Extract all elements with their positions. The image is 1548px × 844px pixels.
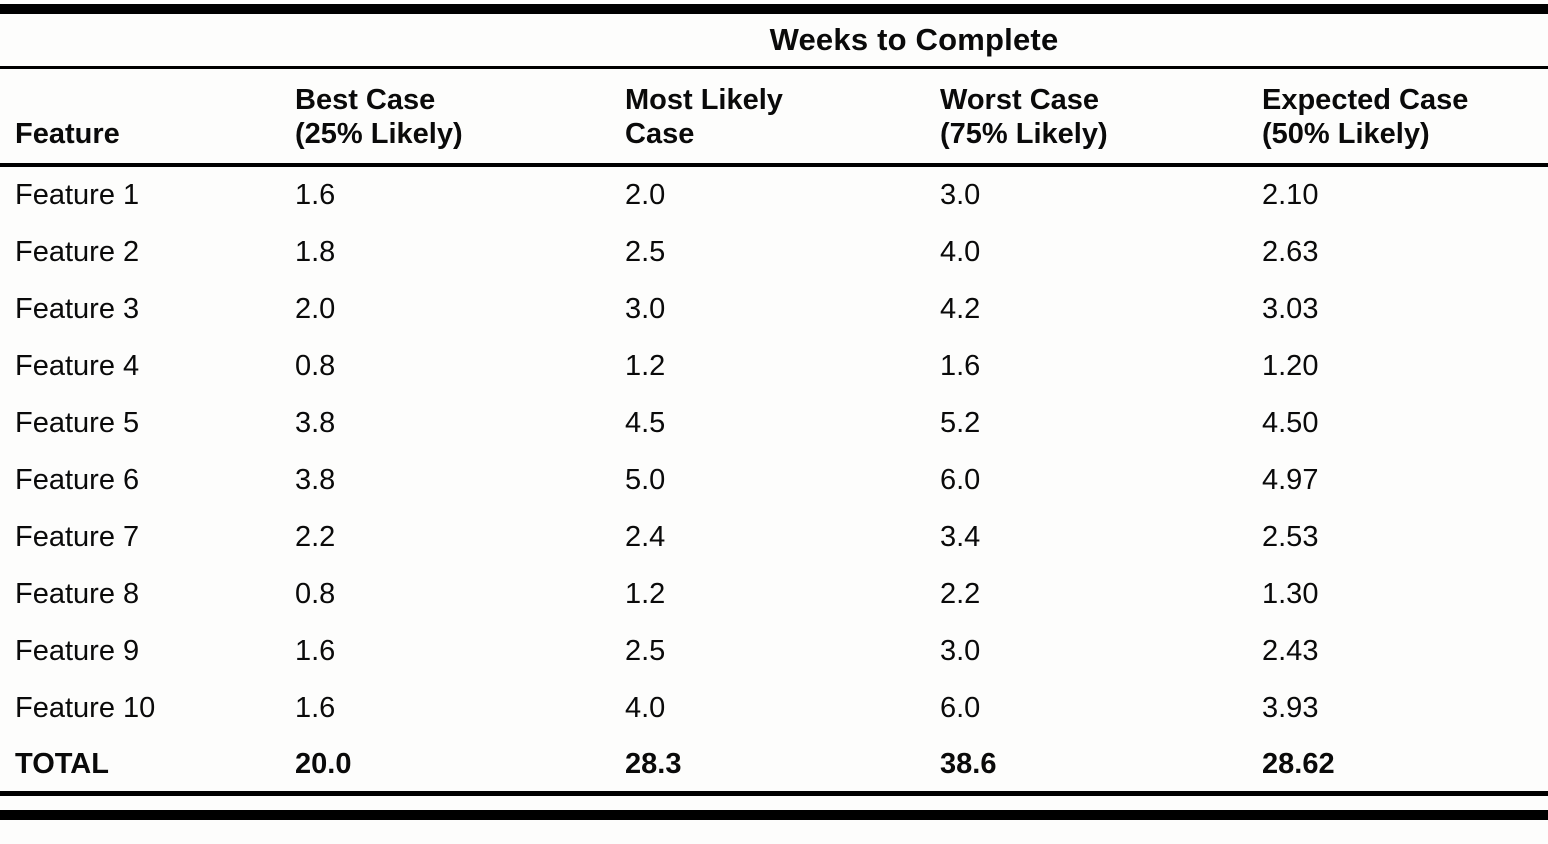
table-row: Feature 9 1.6 2.5 3.0 2.43 bbox=[0, 623, 1548, 680]
value-cell: 4.97 bbox=[1262, 464, 1319, 497]
value-cell: 3.93 bbox=[1262, 692, 1319, 725]
feature-cell: Feature 8 bbox=[15, 578, 140, 611]
value-cell: 4.0 bbox=[940, 236, 981, 269]
header-line: Best Case bbox=[295, 84, 436, 116]
feature-cell: Feature 7 bbox=[15, 521, 140, 554]
value-cell: 1.6 bbox=[295, 179, 336, 212]
value-cell: 3.0 bbox=[625, 293, 666, 326]
total-value-cell: 20.0 bbox=[295, 747, 352, 780]
value-cell: 2.5 bbox=[625, 635, 666, 668]
table-body: Feature 1 1.6 2.0 3.0 2.10 Feature 2 1.8 2.5 4.0… bbox=[0, 165, 1548, 737]
value-cell: 0.8 bbox=[295, 578, 336, 611]
table-title: Weeks to Complete bbox=[769, 22, 1059, 57]
header-row: Feature Best Case (25% Likely) Most Like… bbox=[0, 69, 1548, 168]
table-row: Feature 3 2.0 3.0 4.2 3.03 bbox=[0, 281, 1548, 338]
header-line: Case bbox=[625, 118, 695, 151]
value-cell: 1.6 bbox=[295, 692, 336, 725]
value-cell: 1.6 bbox=[940, 350, 981, 383]
value-cell: 4.2 bbox=[940, 293, 981, 326]
table-row: Feature 2 1.8 2.5 4.0 2.63 bbox=[0, 224, 1548, 281]
value-cell: 1.8 bbox=[295, 236, 336, 269]
value-cell: 4.0 bbox=[625, 692, 666, 725]
value-cell: 1.2 bbox=[625, 350, 666, 383]
feature-cell: Feature 4 bbox=[15, 350, 140, 383]
value-cell: 2.53 bbox=[1262, 521, 1319, 554]
value-cell: 3.0 bbox=[940, 179, 981, 212]
value-cell: 3.8 bbox=[295, 407, 336, 440]
value-cell: 1.30 bbox=[1262, 578, 1319, 611]
estimate-table: Feature Best Case (25% Likely) Most Like… bbox=[0, 69, 1548, 791]
feature-cell: Feature 5 bbox=[15, 407, 140, 440]
value-cell: 3.8 bbox=[295, 464, 336, 497]
value-cell: 2.0 bbox=[295, 293, 336, 326]
header-line: Worst Case bbox=[940, 84, 1100, 116]
value-cell: 1.6 bbox=[295, 635, 336, 668]
value-cell: 4.5 bbox=[625, 407, 666, 440]
value-cell: 5.0 bbox=[625, 464, 666, 497]
value-cell: 0.8 bbox=[295, 350, 336, 383]
table-row: Feature 1 1.6 2.0 3.0 2.10 bbox=[0, 165, 1548, 224]
value-cell: 2.2 bbox=[295, 521, 336, 554]
total-value-cell: 38.6 bbox=[940, 747, 997, 780]
header-line: (25% Likely) bbox=[295, 118, 463, 151]
column-header-feature: Feature bbox=[0, 69, 280, 168]
total-row: TOTAL 20.0 28.3 38.6 28.62 bbox=[0, 737, 1548, 791]
title-rule bbox=[0, 66, 1548, 69]
table-row: Feature 10 1.6 4.0 6.0 3.93 bbox=[0, 680, 1548, 737]
column-header-best-case: Best Case (25% Likely) bbox=[280, 69, 610, 168]
total-value-cell: 28.62 bbox=[1262, 747, 1335, 780]
value-cell: 4.50 bbox=[1262, 407, 1319, 440]
feature-cell: Feature 10 bbox=[15, 692, 156, 725]
table-row: Feature 5 3.8 4.5 5.2 4.50 bbox=[0, 395, 1548, 452]
total-label-cell: TOTAL bbox=[15, 747, 109, 780]
column-header-most-likely-case: Most Likely Case bbox=[610, 69, 925, 168]
value-cell: 3.4 bbox=[940, 521, 981, 554]
feature-cell: Feature 6 bbox=[15, 464, 140, 497]
bottom-rule-inner bbox=[0, 791, 1548, 797]
feature-cell: Feature 9 bbox=[15, 635, 140, 668]
top-rule bbox=[0, 4, 1548, 14]
value-cell: 6.0 bbox=[940, 692, 981, 725]
table-row: Feature 7 2.2 2.4 3.4 2.53 bbox=[0, 509, 1548, 566]
value-cell: 5.2 bbox=[940, 407, 981, 440]
feature-cell: Feature 3 bbox=[15, 293, 140, 326]
bottom-rule-gap bbox=[0, 796, 1548, 810]
header-line: Expected Case bbox=[1262, 84, 1469, 116]
value-cell: 1.20 bbox=[1262, 350, 1319, 383]
column-header-worst-case: Worst Case (75% Likely) bbox=[925, 69, 1247, 168]
value-cell: 2.10 bbox=[1262, 179, 1319, 212]
header-line: (75% Likely) bbox=[940, 118, 1108, 151]
bottom-rule-outer bbox=[0, 810, 1548, 821]
header-line: Feature bbox=[15, 118, 120, 151]
header-line: Most Likely bbox=[625, 84, 783, 116]
table-row: Feature 8 0.8 1.2 2.2 1.30 bbox=[0, 566, 1548, 623]
column-header-expected-case: Expected Case (50% Likely) bbox=[1247, 69, 1548, 168]
scanned-table-page: Weeks to Complete Feature Best Case (25%… bbox=[0, 4, 1548, 844]
value-cell: 2.0 bbox=[625, 179, 666, 212]
value-cell: 2.63 bbox=[1262, 236, 1319, 269]
feature-cell: Feature 1 bbox=[15, 179, 140, 212]
table-title-row: Weeks to Complete bbox=[0, 14, 1548, 66]
value-cell: 2.5 bbox=[625, 236, 666, 269]
total-value-cell: 28.3 bbox=[625, 747, 682, 780]
value-cell: 3.03 bbox=[1262, 293, 1319, 326]
value-cell: 2.43 bbox=[1262, 635, 1319, 668]
feature-cell: Feature 2 bbox=[15, 236, 140, 269]
header-line: (50% Likely) bbox=[1262, 118, 1430, 151]
table-row: Feature 4 0.8 1.2 1.6 1.20 bbox=[0, 338, 1548, 395]
value-cell: 1.2 bbox=[625, 578, 666, 611]
value-cell: 3.0 bbox=[940, 635, 981, 668]
value-cell: 2.2 bbox=[940, 578, 981, 611]
table-row: Feature 6 3.8 5.0 6.0 4.97 bbox=[0, 452, 1548, 509]
value-cell: 2.4 bbox=[625, 521, 666, 554]
value-cell: 6.0 bbox=[940, 464, 981, 497]
